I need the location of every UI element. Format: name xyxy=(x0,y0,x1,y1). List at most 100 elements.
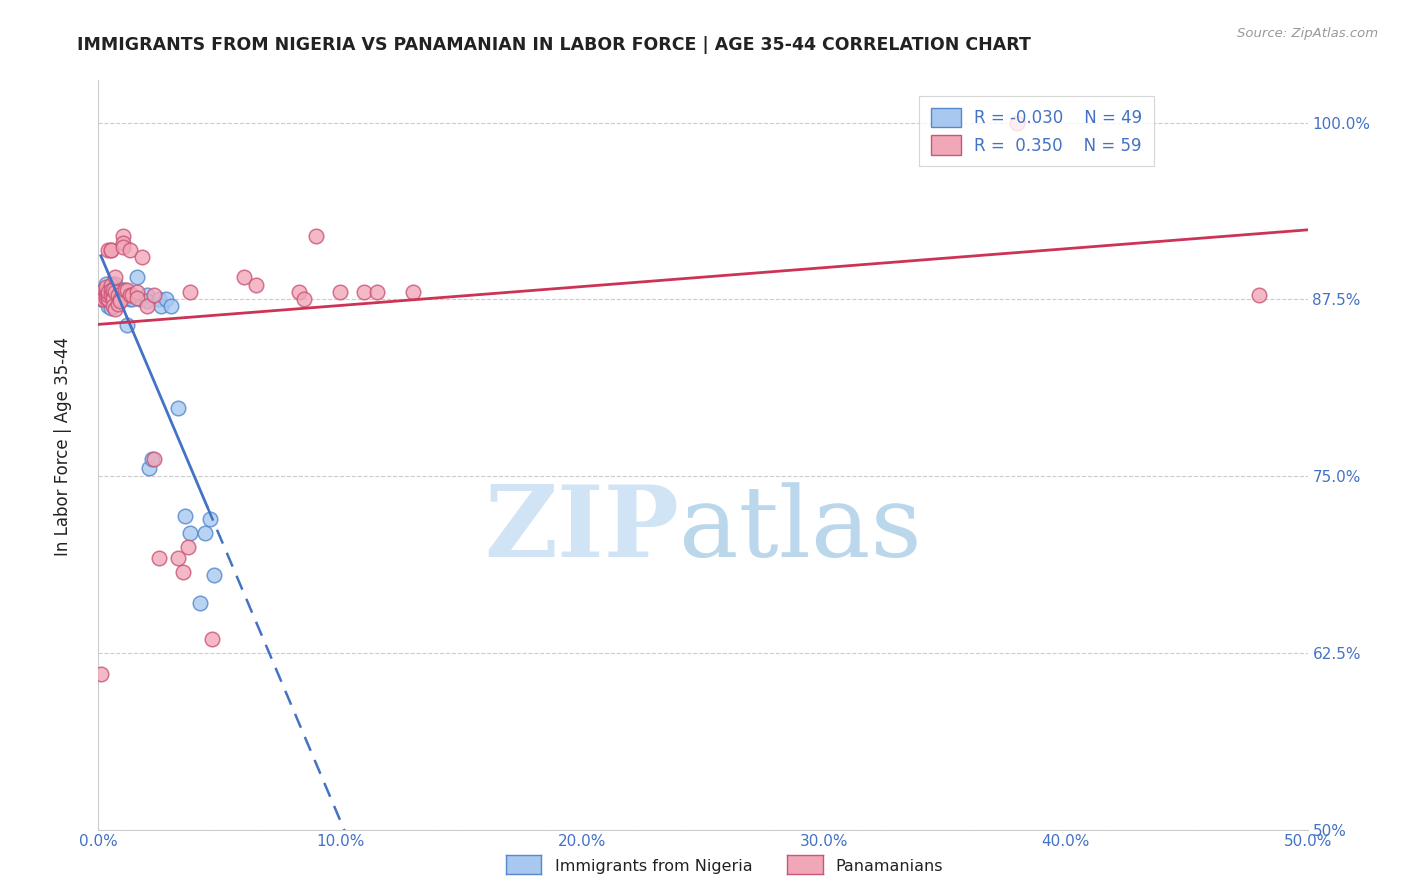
Point xyxy=(292,293,315,307)
Point xyxy=(174,508,197,523)
Point xyxy=(135,293,157,308)
Point xyxy=(118,293,141,307)
Point xyxy=(100,288,122,302)
Point xyxy=(108,285,131,300)
Point xyxy=(179,525,201,540)
Point xyxy=(97,243,120,257)
Point xyxy=(172,566,194,580)
Point xyxy=(101,283,124,297)
Point xyxy=(90,667,112,681)
Point xyxy=(138,460,160,475)
Point xyxy=(204,568,226,582)
Point xyxy=(194,525,217,540)
Text: Source: ZipAtlas.com: Source: ZipAtlas.com xyxy=(1237,27,1378,40)
Point xyxy=(94,279,117,293)
Point xyxy=(104,285,127,300)
Point xyxy=(107,296,129,310)
Point xyxy=(91,285,114,300)
Point xyxy=(104,293,127,307)
Point xyxy=(101,293,124,307)
Point xyxy=(135,288,157,302)
Point xyxy=(143,288,166,302)
Point xyxy=(101,281,124,295)
Point xyxy=(201,632,224,646)
Point xyxy=(118,243,141,257)
Point xyxy=(143,452,166,467)
Point xyxy=(329,285,352,300)
Point xyxy=(127,269,149,284)
Point xyxy=(104,269,127,284)
Point xyxy=(101,300,124,314)
Point xyxy=(127,285,149,300)
Point xyxy=(97,288,120,302)
Text: In Labor Force | Age 35-44: In Labor Force | Age 35-44 xyxy=(55,336,72,556)
Point xyxy=(402,285,425,300)
Point xyxy=(148,293,170,307)
Point xyxy=(100,243,122,257)
Point xyxy=(94,285,117,300)
Point xyxy=(1007,116,1029,130)
Point xyxy=(117,283,139,297)
Point xyxy=(91,293,114,307)
Point xyxy=(104,277,127,291)
Point xyxy=(100,301,122,315)
Point xyxy=(121,288,143,302)
Point xyxy=(107,293,129,307)
Point xyxy=(245,278,267,293)
Point xyxy=(97,293,120,307)
Point xyxy=(353,285,375,300)
Point xyxy=(101,277,124,291)
Point xyxy=(118,288,141,302)
Point xyxy=(131,250,153,264)
Point xyxy=(305,228,328,243)
Point xyxy=(167,401,190,416)
Point xyxy=(135,300,157,314)
Point xyxy=(179,285,201,300)
Point xyxy=(118,288,141,302)
Point xyxy=(97,288,120,302)
Point xyxy=(111,228,134,243)
Point xyxy=(107,288,129,302)
Point xyxy=(101,288,124,302)
Point xyxy=(100,291,122,305)
Point xyxy=(104,302,127,317)
Point xyxy=(114,285,136,300)
Point xyxy=(97,283,120,297)
Point xyxy=(114,283,136,297)
Point xyxy=(108,288,131,302)
Point xyxy=(366,285,388,300)
Text: atlas: atlas xyxy=(679,482,921,578)
Text: Panamanians: Panamanians xyxy=(835,859,942,873)
Point xyxy=(117,291,139,305)
Legend: R = -0.030    N = 49, R =  0.350    N = 59: R = -0.030 N = 49, R = 0.350 N = 59 xyxy=(920,96,1154,166)
Point xyxy=(177,540,200,554)
Point xyxy=(167,551,190,566)
Point xyxy=(117,318,139,332)
Point xyxy=(111,240,134,254)
Point xyxy=(101,288,124,302)
Point xyxy=(100,278,122,293)
Point xyxy=(111,288,134,302)
Point xyxy=(232,269,254,284)
Point xyxy=(100,293,122,307)
Point xyxy=(100,281,122,295)
Point xyxy=(100,243,122,257)
Point xyxy=(121,293,143,307)
Point xyxy=(97,291,120,305)
Point xyxy=(188,596,211,610)
Point xyxy=(108,293,131,307)
Point xyxy=(160,300,183,314)
Point xyxy=(1249,288,1271,302)
Point xyxy=(90,285,112,300)
Point xyxy=(94,277,117,291)
Point xyxy=(104,285,127,300)
Point xyxy=(107,288,129,302)
Point xyxy=(108,293,131,308)
Text: IMMIGRANTS FROM NIGERIA VS PANAMANIAN IN LABOR FORCE | AGE 35-44 CORRELATION CHA: IMMIGRANTS FROM NIGERIA VS PANAMANIAN IN… xyxy=(77,36,1031,54)
Point xyxy=(128,293,150,307)
Point xyxy=(198,511,221,525)
Point xyxy=(150,300,173,314)
Point xyxy=(155,293,177,307)
Text: Immigrants from Nigeria: Immigrants from Nigeria xyxy=(555,859,754,873)
Point xyxy=(100,283,122,297)
